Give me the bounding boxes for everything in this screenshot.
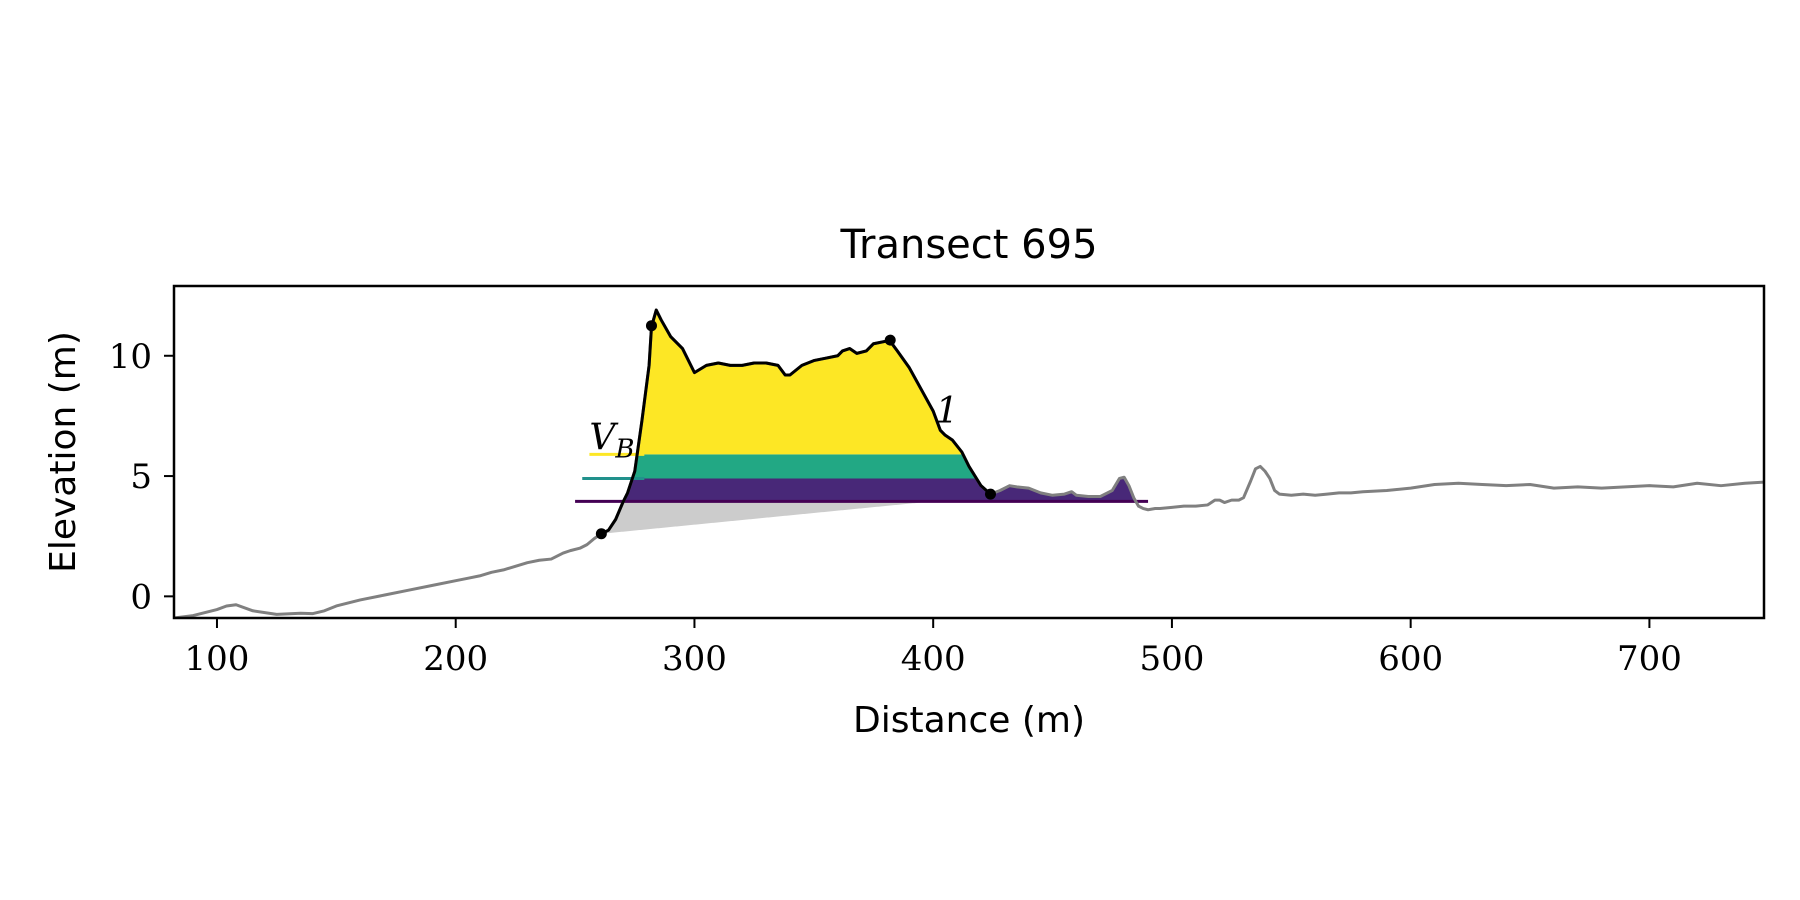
annotation-text: V bbox=[589, 418, 619, 459]
annotation-label-1: 1 bbox=[936, 391, 959, 432]
chart-title: Transect 695 bbox=[839, 222, 1097, 268]
annotations: VB 1 bbox=[589, 391, 958, 464]
x-tick-label: 500 bbox=[1139, 639, 1204, 679]
fill-band-mid bbox=[633, 454, 977, 479]
x-tick-label: 100 bbox=[185, 639, 250, 679]
fill-band-low bbox=[624, 478, 1135, 502]
fill-band-top bbox=[638, 310, 962, 455]
annotation-subscript: B bbox=[614, 435, 634, 465]
plot-frame bbox=[172, 284, 1766, 620]
marker-point-0 bbox=[595, 528, 607, 540]
x-axis-label: Distance (m) bbox=[853, 700, 1085, 741]
x-tick-label: 400 bbox=[901, 639, 966, 679]
annotation-label-0: VB bbox=[589, 418, 634, 465]
y-tick-label: 5 bbox=[130, 457, 152, 497]
y-axis-label: Elevation (m) bbox=[43, 331, 84, 573]
line-layer bbox=[174, 308, 1764, 618]
plot-area bbox=[174, 308, 1764, 618]
marker-point-2 bbox=[884, 334, 896, 346]
series-dune-line bbox=[600, 308, 992, 536]
marker-layer bbox=[595, 320, 996, 540]
y-tick-label: 10 bbox=[109, 337, 152, 377]
fill-base bbox=[601, 501, 934, 534]
x-tick-label: 700 bbox=[1617, 639, 1682, 679]
fill-layer bbox=[601, 310, 1135, 534]
marker-point-1 bbox=[645, 320, 657, 332]
x-tick-label: 600 bbox=[1378, 639, 1443, 679]
x-axis: 100 200 300 400 500 600 700 bbox=[185, 618, 1682, 679]
y-tick-label: 0 bbox=[130, 577, 152, 617]
marker-point-3 bbox=[984, 488, 996, 500]
annotation-text: 1 bbox=[936, 391, 959, 432]
x-tick-label: 200 bbox=[423, 639, 488, 679]
x-tick-label: 300 bbox=[662, 639, 727, 679]
y-axis: 0 5 10 bbox=[109, 337, 174, 617]
